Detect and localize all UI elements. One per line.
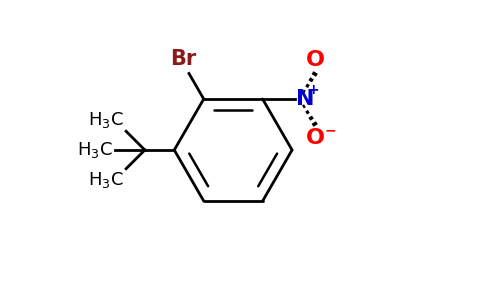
Text: H$_3$C: H$_3$C xyxy=(88,110,124,130)
Text: −: − xyxy=(324,124,336,138)
Text: Br: Br xyxy=(170,49,196,69)
Text: H$_3$C: H$_3$C xyxy=(77,140,113,160)
Text: O: O xyxy=(306,50,325,70)
Text: +: + xyxy=(307,83,319,97)
Text: N: N xyxy=(296,89,314,109)
Text: O: O xyxy=(306,128,325,148)
Text: H$_3$C: H$_3$C xyxy=(88,170,124,190)
